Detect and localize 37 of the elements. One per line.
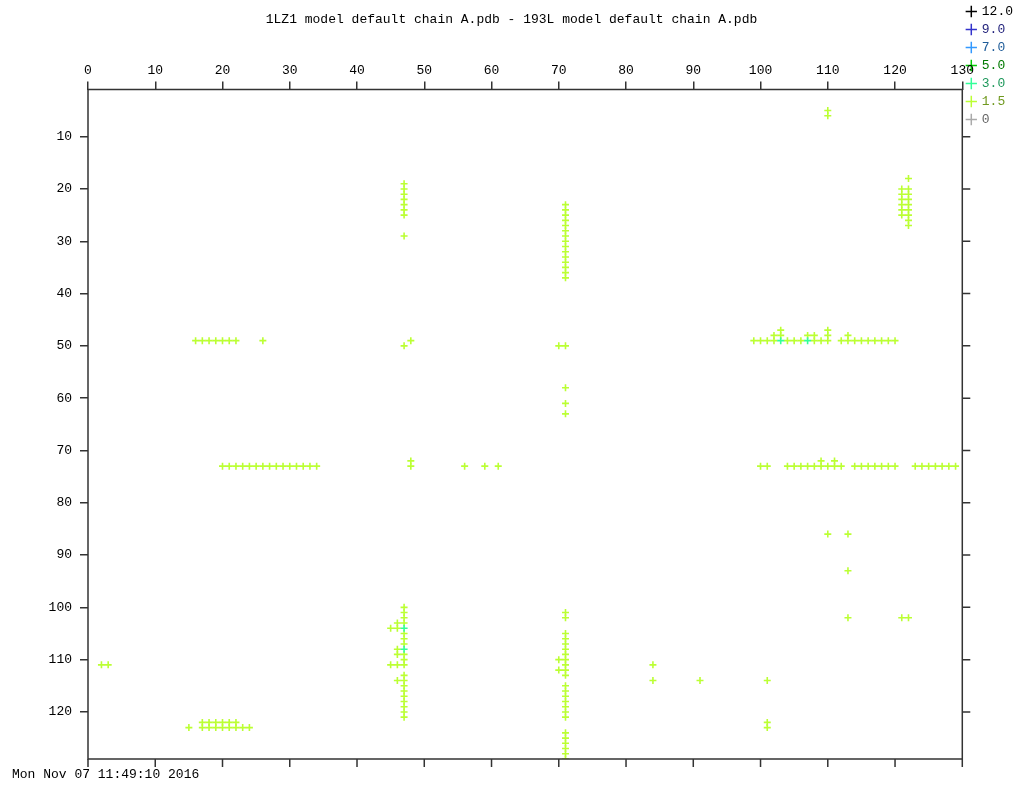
legend-label: 1.5 xyxy=(981,93,1006,109)
y-tick-label: 40 xyxy=(56,286,72,301)
y-tick-label: 20 xyxy=(56,181,72,197)
x-tick-label: 0 xyxy=(84,63,92,79)
x-tick-label: 120 xyxy=(883,63,907,79)
point xyxy=(399,644,409,654)
y-tick-label: 110 xyxy=(48,652,72,668)
text: Mon Nov 07 11:49:10 2016 xyxy=(12,766,200,782)
legend-label: 7.0 xyxy=(981,39,1006,55)
y-tick-label: 60 xyxy=(56,390,72,406)
y-tick-label: 50 xyxy=(56,338,72,354)
x-tick-label: 80 xyxy=(618,63,634,79)
y-tick-label: 30 xyxy=(56,233,72,249)
y-tick-label: 100 xyxy=(48,599,72,615)
x-tick-label: 10 xyxy=(147,63,164,79)
x-tick-label: 70 xyxy=(550,63,567,79)
x-tick-label: 60 xyxy=(483,63,500,79)
legend-label: 5.0 xyxy=(981,57,1006,73)
legend-label: 12.0 xyxy=(981,3,1014,19)
y-tick-label: 70 xyxy=(56,442,72,458)
y-tick-label: 120 xyxy=(48,704,72,720)
x-tick-label: 30 xyxy=(281,63,298,79)
y-tick-label: 90 xyxy=(56,547,72,563)
x-tick-label: 50 xyxy=(416,63,433,79)
x-tick-label: 90 xyxy=(685,63,702,79)
x-tick-label: 110 xyxy=(816,63,840,79)
y-tick-label: 80 xyxy=(56,495,72,511)
point xyxy=(399,623,409,633)
x-tick-label: 40 xyxy=(349,63,365,79)
x-tick-label: 100 xyxy=(748,63,773,79)
x-tick-label: 20 xyxy=(214,63,231,79)
chart-title: 1LZ1 model default chain A.pdb - 193L model default chain A.pdb xyxy=(265,12,758,28)
y-tick-label: 10 xyxy=(56,129,72,145)
legend-label: 0 xyxy=(981,111,990,127)
legend-label: 3.0 xyxy=(981,75,1006,91)
legend-label: 9.0 xyxy=(981,21,1006,37)
x-tick-label: 130 xyxy=(950,63,974,79)
